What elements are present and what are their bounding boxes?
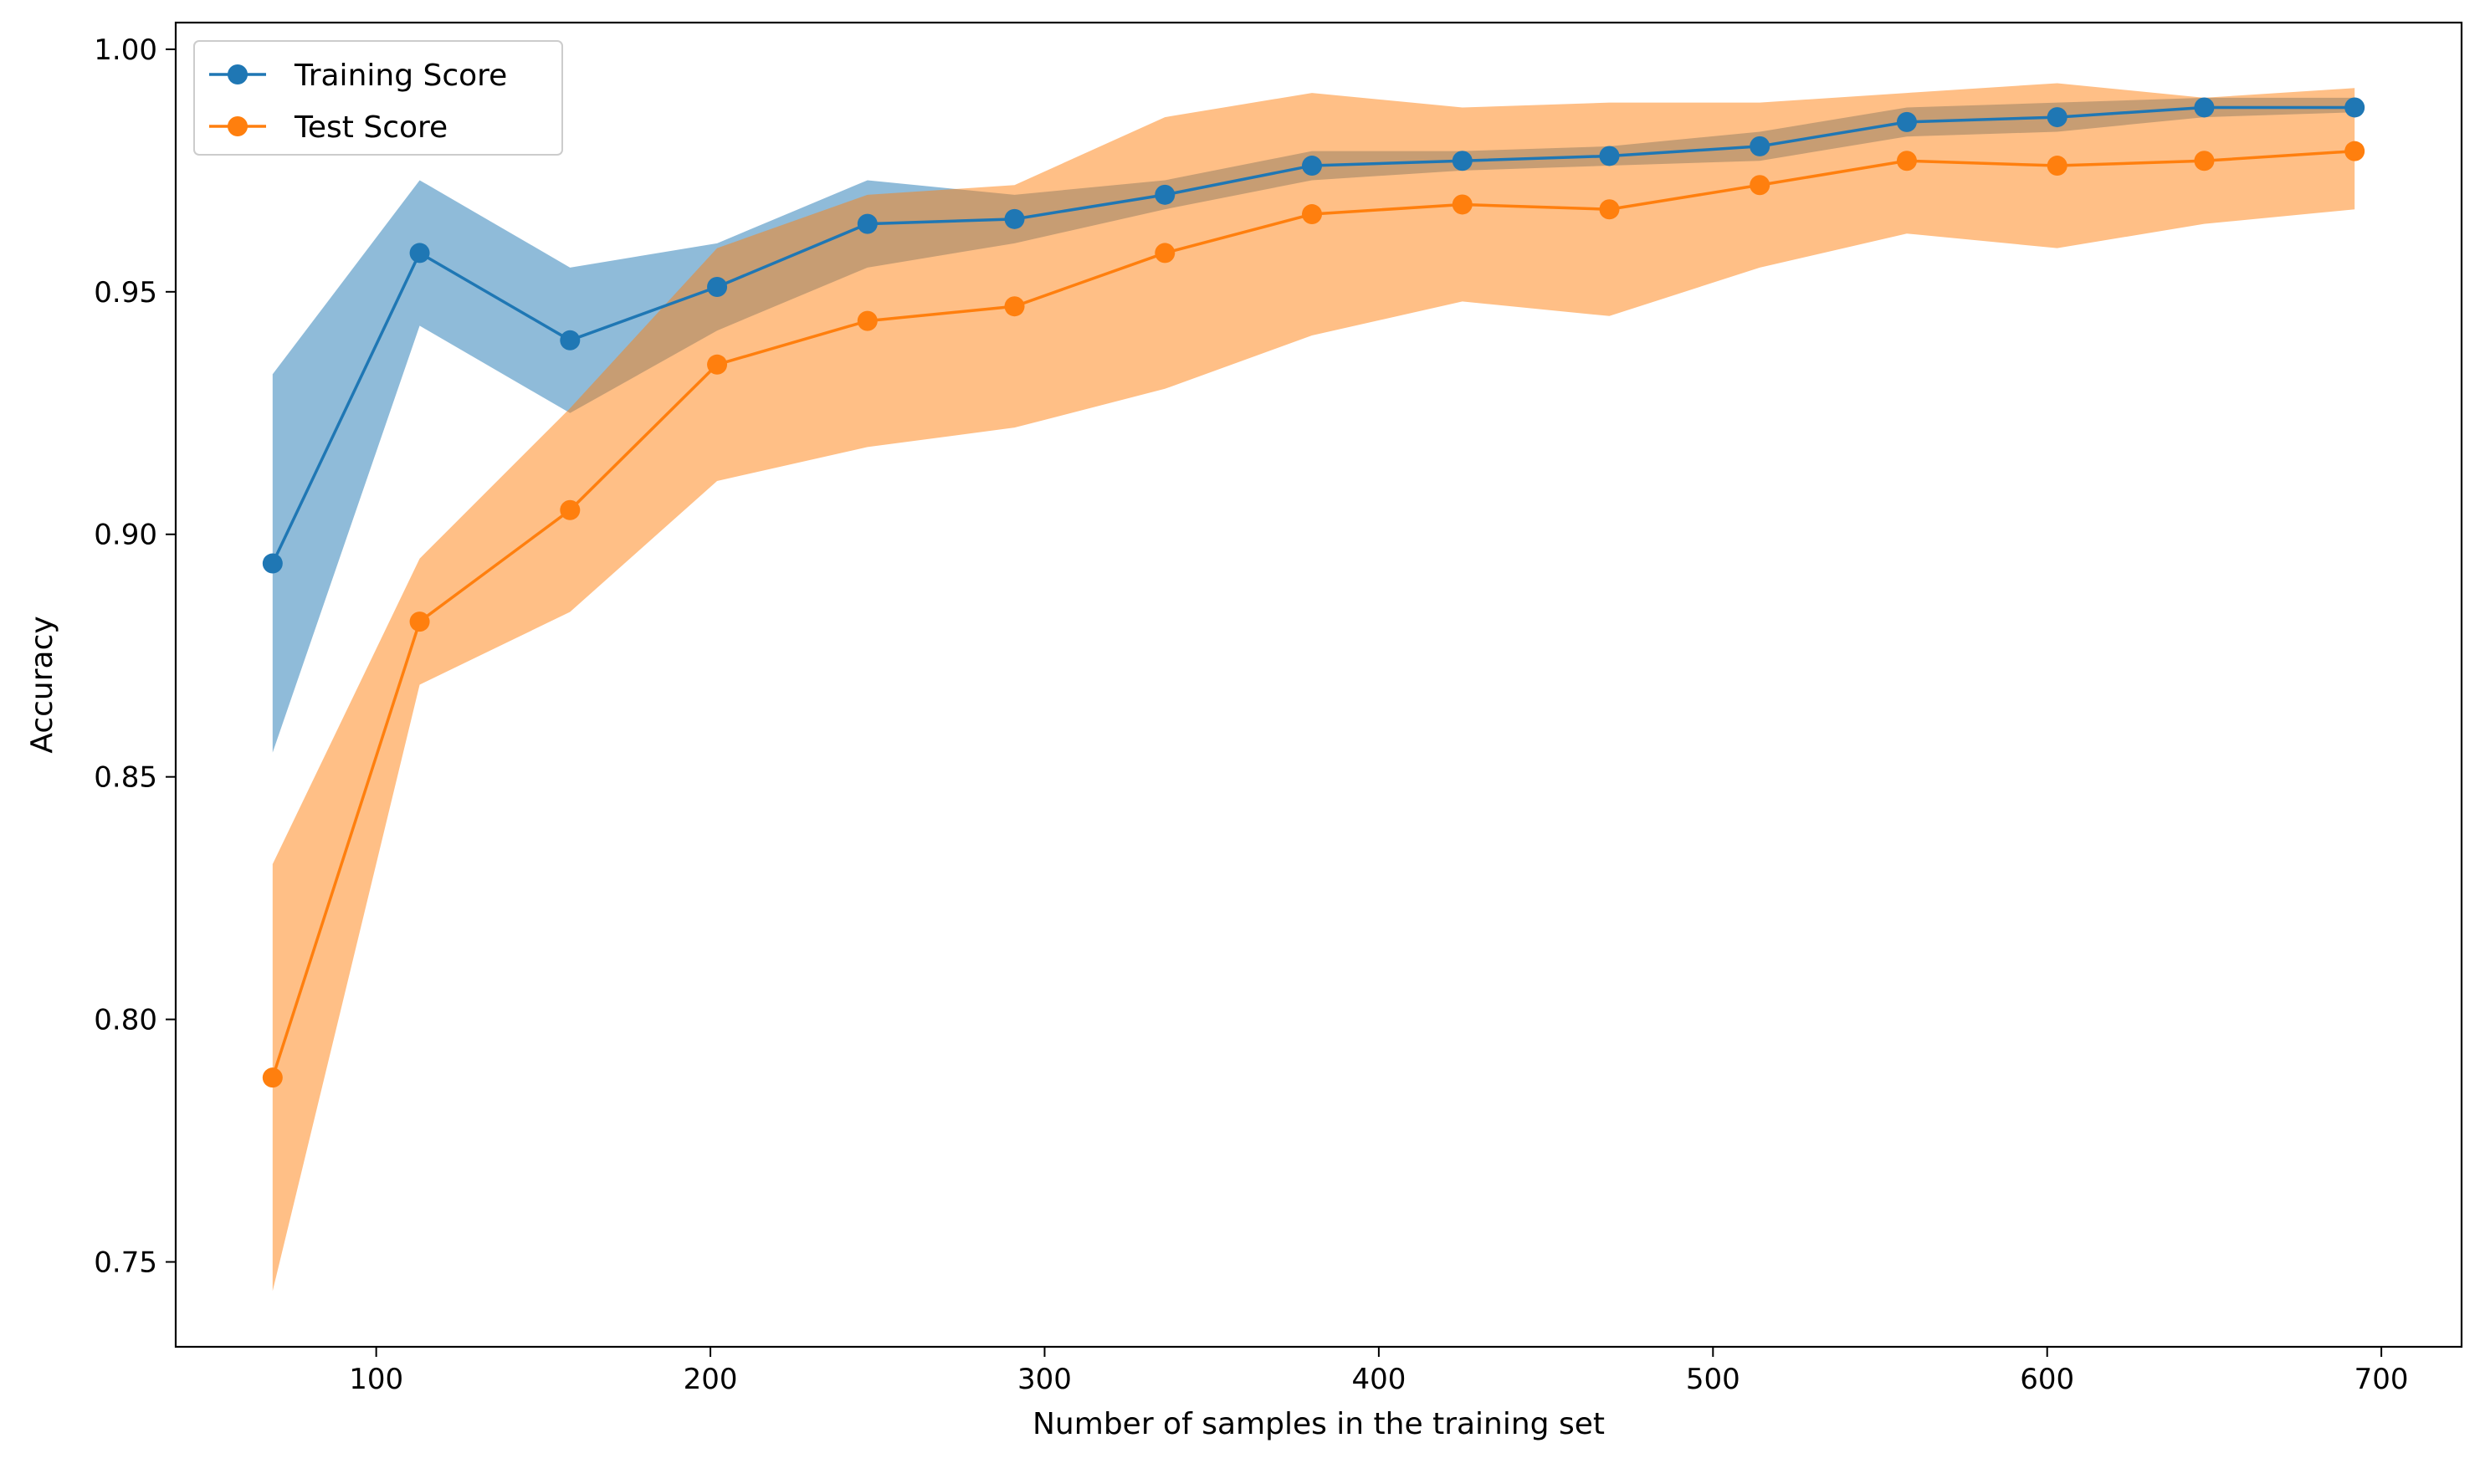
training-score-point: [1896, 111, 1917, 132]
y-axis-label: Accuracy: [25, 616, 59, 753]
series-markers: [262, 97, 2365, 1088]
test-score-point: [1750, 175, 1770, 196]
test-score-band: [272, 83, 2355, 1292]
confidence-bands: [272, 83, 2355, 1292]
x-tick-label: 400: [1351, 1363, 1406, 1396]
y-tick-label: 0.95: [94, 276, 157, 310]
y-axis: 0.75 0.80 0.85 0.90 0.95 1.00: [94, 33, 176, 1280]
test-score-point: [2344, 141, 2365, 161]
test-score-point: [2194, 151, 2215, 171]
legend: Training Score Test Score: [193, 40, 563, 156]
test-score-legend-label: Test Score: [294, 110, 448, 145]
x-tick-label: 100: [349, 1363, 403, 1396]
x-tick-label: 300: [1017, 1363, 1072, 1396]
training-score-point: [1302, 156, 1323, 177]
training-score-point: [1750, 136, 1770, 156]
y-tick-label: 0.75: [94, 1246, 157, 1280]
test-score-point: [1452, 194, 1473, 215]
training-score-point: [707, 277, 728, 298]
training-score-point: [2194, 97, 2215, 118]
test-score-point: [1302, 204, 1323, 225]
test-score-point: [1896, 151, 1917, 171]
test-score-point: [1004, 296, 1025, 317]
test-score-point: [1155, 243, 1176, 264]
test-score-point: [1599, 199, 1620, 220]
x-axis: 100 200 300 400 500 600 700: [349, 1347, 2409, 1396]
x-tick-label: 600: [2020, 1363, 2074, 1396]
training-score-point: [1452, 151, 1473, 171]
y-tick-label: 0.90: [94, 519, 157, 552]
x-axis-label: Number of samples in the training set: [1032, 1407, 1605, 1441]
test-score-point: [409, 612, 430, 632]
training-score-point: [262, 553, 283, 574]
training-score-point: [857, 213, 878, 234]
x-tick-label: 700: [2354, 1363, 2409, 1396]
training-score-legend-label: Training Score: [294, 59, 507, 93]
training-score-point: [1004, 208, 1025, 229]
training-score-point: [1155, 184, 1176, 205]
test-score-point: [857, 310, 878, 331]
training-score-point: [560, 330, 581, 351]
y-tick-label: 0.80: [94, 1004, 157, 1037]
x-tick-label: 200: [684, 1363, 738, 1396]
training-score-point: [2344, 97, 2365, 118]
test-score-point: [2047, 156, 2067, 177]
test-score-point: [262, 1067, 283, 1088]
training-score-point: [1599, 146, 1620, 166]
training-score-legend-marker: [228, 64, 248, 84]
test-score-legend-marker: [228, 116, 248, 136]
test-score-point: [707, 354, 728, 375]
y-tick-label: 0.85: [94, 761, 157, 795]
plot-frame: [174, 21, 2463, 1348]
x-tick-label: 500: [1686, 1363, 1740, 1396]
legend-box: [193, 40, 563, 156]
training-score-point: [409, 243, 430, 264]
training-score-point: [2047, 107, 2067, 128]
y-tick-label: 1.00: [94, 33, 157, 67]
test-score-point: [560, 499, 581, 520]
